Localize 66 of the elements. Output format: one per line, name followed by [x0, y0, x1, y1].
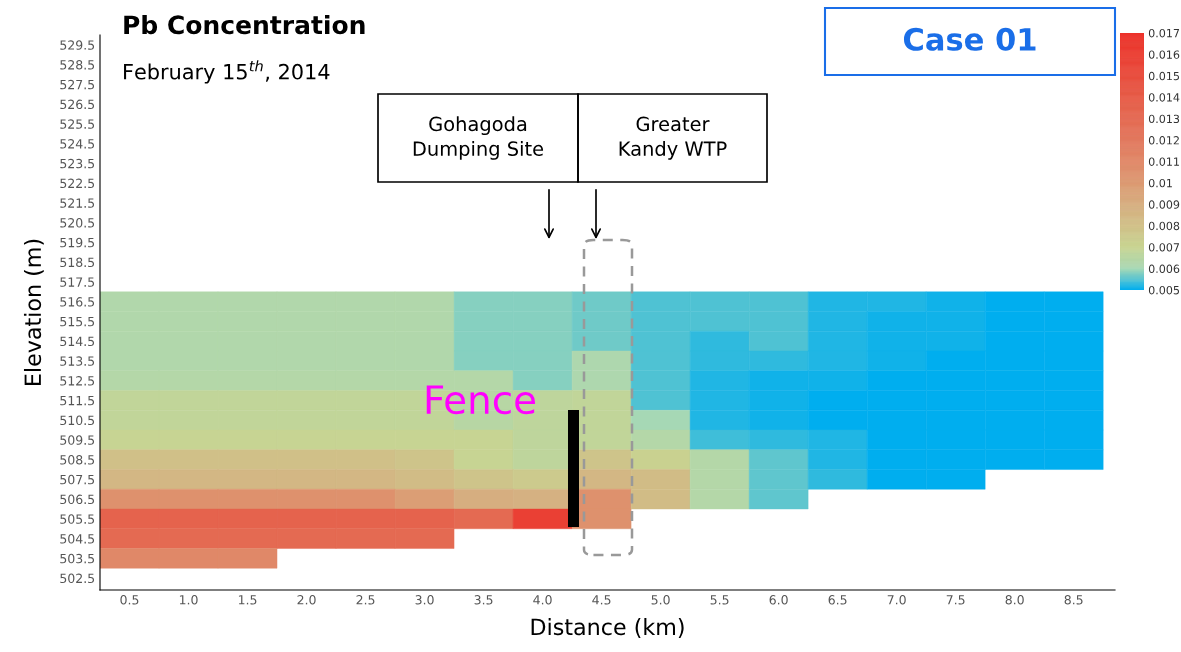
- x-tick-label: 3.5: [474, 595, 493, 605]
- y-tick-label: 514.5: [60, 336, 95, 347]
- y-tick-label: 504.5: [60, 534, 95, 544]
- annotation: Case 01: [903, 27, 1036, 51]
- y-tick-label: 517.5: [60, 277, 95, 287]
- x-tick-label: 1.5: [238, 595, 257, 605]
- color-bar-label: 0.013: [1148, 114, 1180, 124]
- y-tick-label: 505.5: [60, 514, 95, 524]
- y-tick-label: 520.5: [60, 218, 95, 228]
- x-tick-label: 4.5: [592, 595, 611, 605]
- y-tick-label: 506.5: [60, 494, 95, 505]
- x-tick-label: 5.5: [710, 595, 729, 605]
- x-tick-label: 2.5: [356, 595, 375, 605]
- color-bar-label: 0.005: [1148, 285, 1180, 295]
- text: February 15$^{th}$, 2014: [124, 60, 330, 84]
- y-tick-label: 526.5: [60, 99, 95, 110]
- color-bar-label: 0.012: [1148, 136, 1179, 145]
- y-tick-label: 521.5: [60, 198, 95, 208]
- x-tick-label: 5.0: [651, 595, 670, 605]
- y-tick-label: 523.5: [60, 158, 95, 169]
- y-tick-label: 502.5: [60, 573, 95, 584]
- y-tick-label: 518.5: [60, 257, 95, 268]
- annotation: Greater Kandy WTP: [619, 116, 727, 160]
- color-bar-label: 0.007: [1148, 243, 1180, 252]
- x-tick-label: 0.5: [120, 595, 139, 605]
- y-tick-label: 519.5: [60, 237, 95, 248]
- y-tick-label: 515.5: [60, 317, 95, 327]
- y-tick-label: 510.5: [60, 415, 95, 426]
- y-tick-label: 525.5: [60, 119, 95, 129]
- x-tick-label: 7.0: [887, 595, 906, 605]
- annotation: Fence: [426, 385, 535, 415]
- y-tick-label: 528.5: [60, 60, 95, 70]
- color-bar-label: 0.01: [1148, 178, 1172, 188]
- y-tick-label: 508.5: [60, 455, 95, 465]
- x-tick-label: 7.5: [946, 595, 965, 605]
- color-bar-label: 0.008: [1148, 221, 1180, 231]
- x-axis-title: Distance (km): [531, 618, 684, 638]
- x-tick-label: 8.0: [1005, 595, 1024, 605]
- y-tick-label: 529.5: [60, 40, 95, 50]
- x-tick-label: 6.5: [828, 595, 847, 605]
- x-tick-label: 6.0: [769, 595, 788, 605]
- x-tick-label: 1.0: [179, 595, 198, 605]
- color-bar-label: 0.016: [1148, 50, 1180, 59]
- color-bar-label: 0.014: [1148, 93, 1180, 102]
- y-tick-label: 522.5: [60, 178, 95, 189]
- x-tick-label: 4.0: [533, 595, 552, 605]
- chart-title: Pb Concentration: [124, 14, 365, 35]
- x-tick-label: 2.0: [297, 595, 316, 605]
- y-tick-label: 513.5: [60, 356, 95, 366]
- color-bar-label: 0.017: [1148, 28, 1180, 38]
- y-tick-label: 527.5: [60, 79, 95, 90]
- y-tick-label: 509.5: [60, 435, 95, 445]
- x-tick-label: 8.5: [1064, 595, 1083, 605]
- color-bar-label: 0.009: [1148, 200, 1180, 209]
- y-tick-label: 511.5: [60, 396, 95, 406]
- x-tick-label: 3.0: [415, 595, 434, 605]
- color-bar-label: 0.011: [1148, 157, 1179, 166]
- y-tick-label: 503.5: [60, 553, 95, 564]
- y-tick-label: 524.5: [60, 139, 95, 149]
- y-axis-title: Elevation (m): [23, 239, 44, 385]
- y-tick-label: 512.5: [60, 376, 95, 386]
- color-bar-label: 0.015: [1148, 71, 1180, 81]
- y-tick-label: 507.5: [60, 474, 95, 485]
- y-tick-label: 516.5: [60, 297, 95, 307]
- annotation: Gohagoda Dumping Site: [413, 116, 544, 160]
- color-bar-label: 0.006: [1148, 264, 1180, 273]
